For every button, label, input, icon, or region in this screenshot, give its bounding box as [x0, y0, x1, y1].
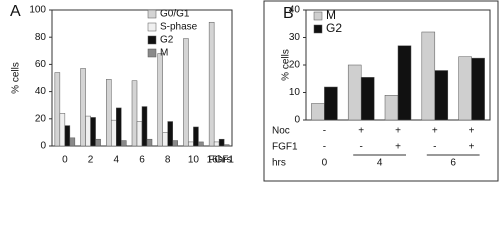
y-tick-label: 10 [289, 87, 301, 98]
x-tick-label: 6 [139, 155, 145, 166]
bar [157, 53, 163, 147]
bar [218, 138, 225, 147]
legend-label: S-phase [160, 22, 198, 33]
bar [121, 140, 127, 147]
cell: + [469, 126, 475, 137]
x-tick-label: 16hrs [207, 155, 232, 166]
bar [131, 80, 138, 147]
bar [54, 72, 61, 147]
y-tick-label: 100 [29, 5, 46, 16]
y-tick-label: 0 [294, 115, 300, 126]
bar [90, 117, 96, 147]
y-tick-label: 80 [35, 32, 47, 43]
bar [360, 77, 375, 121]
x-axis-label: FGF1 [208, 155, 234, 166]
legend-swatch [147, 35, 157, 45]
bar [421, 31, 436, 121]
bar [458, 56, 472, 121]
bar [223, 144, 230, 147]
bar [347, 64, 362, 121]
bar [64, 125, 71, 147]
legend-label: M [326, 8, 336, 22]
legend-label: G2 [326, 21, 342, 35]
legend-label: G2 [160, 35, 174, 46]
bar [59, 113, 66, 147]
legend-swatch [313, 24, 323, 34]
bar [193, 126, 199, 147]
y-axis-label: % cells [11, 62, 22, 94]
legend-label: G0/G1 [160, 9, 190, 20]
cell: - [323, 126, 326, 137]
bar [95, 138, 101, 147]
x-tick-label: 4 [114, 155, 120, 166]
bar [213, 141, 220, 147]
legend-swatch [147, 9, 157, 19]
bar [69, 137, 76, 147]
x-tick-label: 8 [165, 155, 171, 166]
x-tick-label: 0 [62, 155, 68, 166]
bar [172, 140, 178, 147]
bar [141, 106, 148, 147]
cell: - [433, 142, 436, 153]
bar [188, 141, 194, 147]
bar [162, 132, 168, 147]
bar [146, 138, 153, 147]
panel-label: A [10, 3, 21, 20]
y-tick-label: 60 [35, 59, 47, 70]
cell: - [360, 142, 363, 153]
bar [208, 21, 215, 147]
bar [116, 107, 122, 147]
row-label: FGF1 [272, 142, 298, 153]
bar [183, 38, 189, 147]
legend-label: M [160, 48, 168, 59]
x-tick-label: 10 [188, 155, 200, 166]
bar [167, 121, 173, 147]
cell: + [395, 142, 401, 153]
cell: + [358, 126, 364, 137]
cell: + [432, 126, 438, 137]
y-tick-label: 30 [289, 32, 301, 43]
x-tick-label: 2 [88, 155, 94, 166]
panel-b-frame [263, 0, 499, 182]
legend-swatch [147, 22, 157, 32]
cell: 0 [322, 158, 328, 169]
bar [397, 45, 412, 121]
cell: 6 [450, 158, 456, 169]
cell: + [395, 126, 401, 137]
panel-label: B [283, 5, 294, 22]
y-tick-label: 0 [40, 141, 46, 152]
bar [324, 86, 338, 121]
bar [311, 103, 325, 121]
cell: 4 [377, 158, 383, 169]
y-tick-label: 40 [289, 5, 301, 16]
y-tick-label: 20 [289, 60, 301, 71]
bar [106, 79, 112, 147]
legend-swatch [147, 48, 157, 58]
cell: - [323, 142, 326, 153]
bar [111, 119, 117, 147]
y-tick-label: 40 [35, 86, 47, 97]
cell: + [469, 142, 475, 153]
row-label: Noc [272, 126, 290, 137]
bar [198, 141, 204, 147]
y-axis-label: % cells [281, 49, 292, 81]
bar [80, 68, 86, 147]
y-tick-label: 20 [35, 113, 47, 124]
bar [384, 95, 399, 121]
bar [471, 57, 485, 121]
bar [136, 121, 143, 147]
legend-swatch [313, 11, 323, 21]
bar [85, 115, 91, 147]
row-label: hrs [272, 158, 286, 169]
bar [434, 70, 449, 121]
